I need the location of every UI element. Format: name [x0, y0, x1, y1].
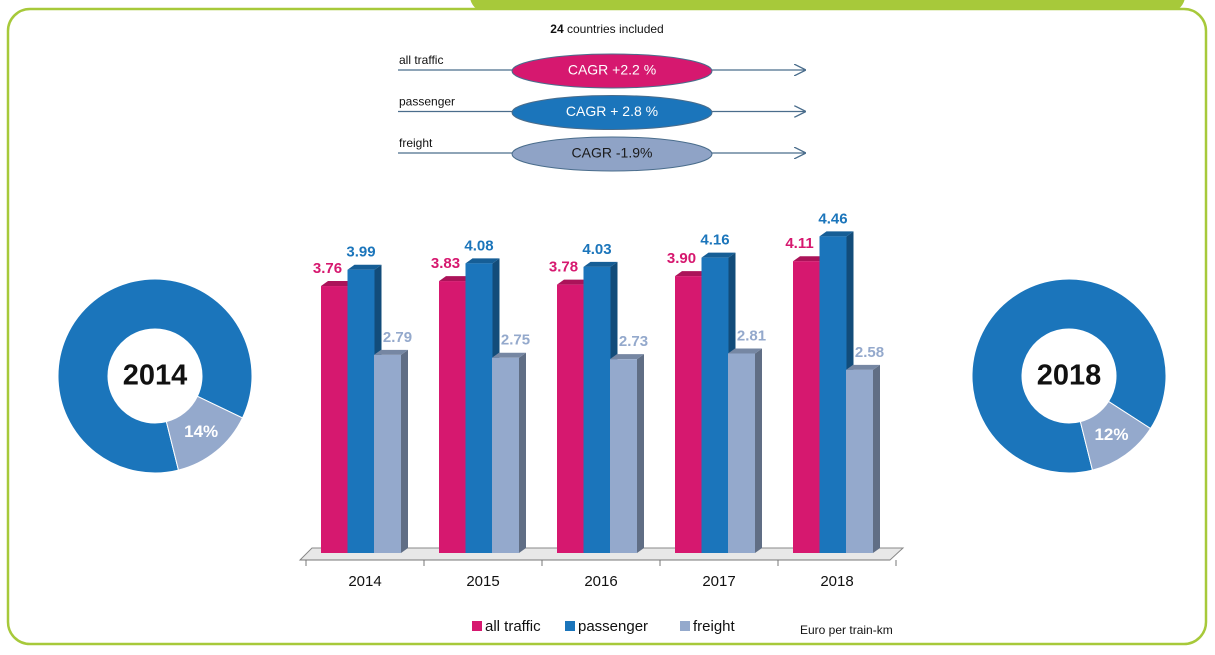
- cagr-label: CAGR +2.2 %: [568, 62, 656, 78]
- pie-slice: [57, 278, 253, 474]
- cagr-label: CAGR + 2.8 %: [566, 103, 658, 119]
- bar-top: [321, 281, 355, 287]
- bar-side: [755, 348, 762, 553]
- bar: [321, 286, 348, 553]
- bar: [374, 354, 401, 553]
- bar: [465, 263, 493, 553]
- country-text: countries included: [567, 22, 664, 36]
- bar: [347, 269, 375, 553]
- pie-label: 14%: [184, 422, 218, 441]
- bar-side: [637, 354, 644, 553]
- bar-side: [519, 352, 526, 553]
- x-tick-label: 2015: [466, 573, 499, 590]
- data-label: 4.16: [700, 232, 729, 249]
- bar-side: [401, 349, 408, 553]
- legend-label: all traffic: [485, 618, 541, 635]
- bar: [675, 276, 702, 553]
- x-tick-label: 2018: [820, 573, 853, 590]
- cagr-ellipse: [511, 53, 713, 89]
- data-label: 4.03: [582, 241, 611, 258]
- bar-top: [846, 364, 880, 370]
- data-label: 4.46: [818, 210, 847, 227]
- data-label: 3.78: [549, 259, 578, 276]
- data-label: 2.75: [501, 332, 530, 349]
- legend-swatch: [565, 621, 575, 631]
- bar: [793, 261, 820, 553]
- pie-slice: [971, 278, 1167, 474]
- legend-swatch: [472, 621, 482, 631]
- bar: [583, 266, 611, 553]
- pie-label: 12%: [1094, 425, 1128, 444]
- pie-center-label: 2014: [123, 360, 188, 392]
- data-label: 2.58: [855, 344, 884, 361]
- cagr-name: freight: [399, 136, 433, 150]
- data-label: 3.99: [346, 244, 375, 261]
- data-label: 2.73: [619, 333, 648, 350]
- pie-slice: [1079, 400, 1152, 471]
- bar-top: [793, 256, 827, 262]
- x-tick-label: 2014: [348, 573, 381, 590]
- x-tick-label: 2016: [584, 573, 617, 590]
- bar-top: [465, 258, 500, 264]
- unit-label: Euro per train-km: [800, 623, 893, 637]
- countries-note: 24 countries included: [550, 22, 663, 36]
- cagr-ellipse: [511, 136, 713, 172]
- legend-label: passenger: [578, 618, 648, 635]
- bar-top: [557, 279, 591, 285]
- data-label: 3.90: [667, 250, 696, 267]
- bar-top: [374, 349, 408, 355]
- bar-side: [873, 364, 880, 553]
- data-label: 3.83: [431, 255, 460, 272]
- cagr-name: passenger: [399, 95, 455, 109]
- data-label: 2.79: [383, 329, 412, 346]
- bar: [439, 281, 466, 553]
- bar-top: [701, 252, 736, 258]
- cagr-label: CAGR -1.9%: [572, 145, 653, 161]
- x-tick-label: 2017: [702, 573, 735, 590]
- data-label: 3.76: [313, 260, 342, 277]
- bar: [492, 357, 519, 553]
- cagr-ellipse: [511, 95, 713, 130]
- legend-label: freight: [693, 618, 736, 635]
- bar: [819, 236, 847, 553]
- bar-top: [347, 264, 382, 270]
- bar-top: [492, 352, 526, 358]
- bar-top: [439, 276, 473, 282]
- bar-top: [583, 261, 618, 267]
- legend-swatch: [680, 621, 690, 631]
- bar: [728, 353, 755, 553]
- country-count: 24: [550, 22, 564, 36]
- bar: [557, 284, 584, 553]
- pie-slice: [165, 395, 244, 471]
- data-label: 4.11: [785, 235, 813, 252]
- data-label: 4.08: [464, 237, 493, 254]
- pie-center-label: 2018: [1037, 360, 1102, 392]
- bar-top: [675, 271, 709, 277]
- bar-top: [819, 231, 854, 237]
- bar-top: [728, 348, 762, 354]
- data-label: 2.81: [737, 327, 766, 344]
- bar: [701, 257, 729, 553]
- bar-top: [610, 354, 644, 360]
- bar: [846, 369, 873, 553]
- cagr-name: all traffic: [399, 53, 443, 67]
- bar: [610, 359, 637, 553]
